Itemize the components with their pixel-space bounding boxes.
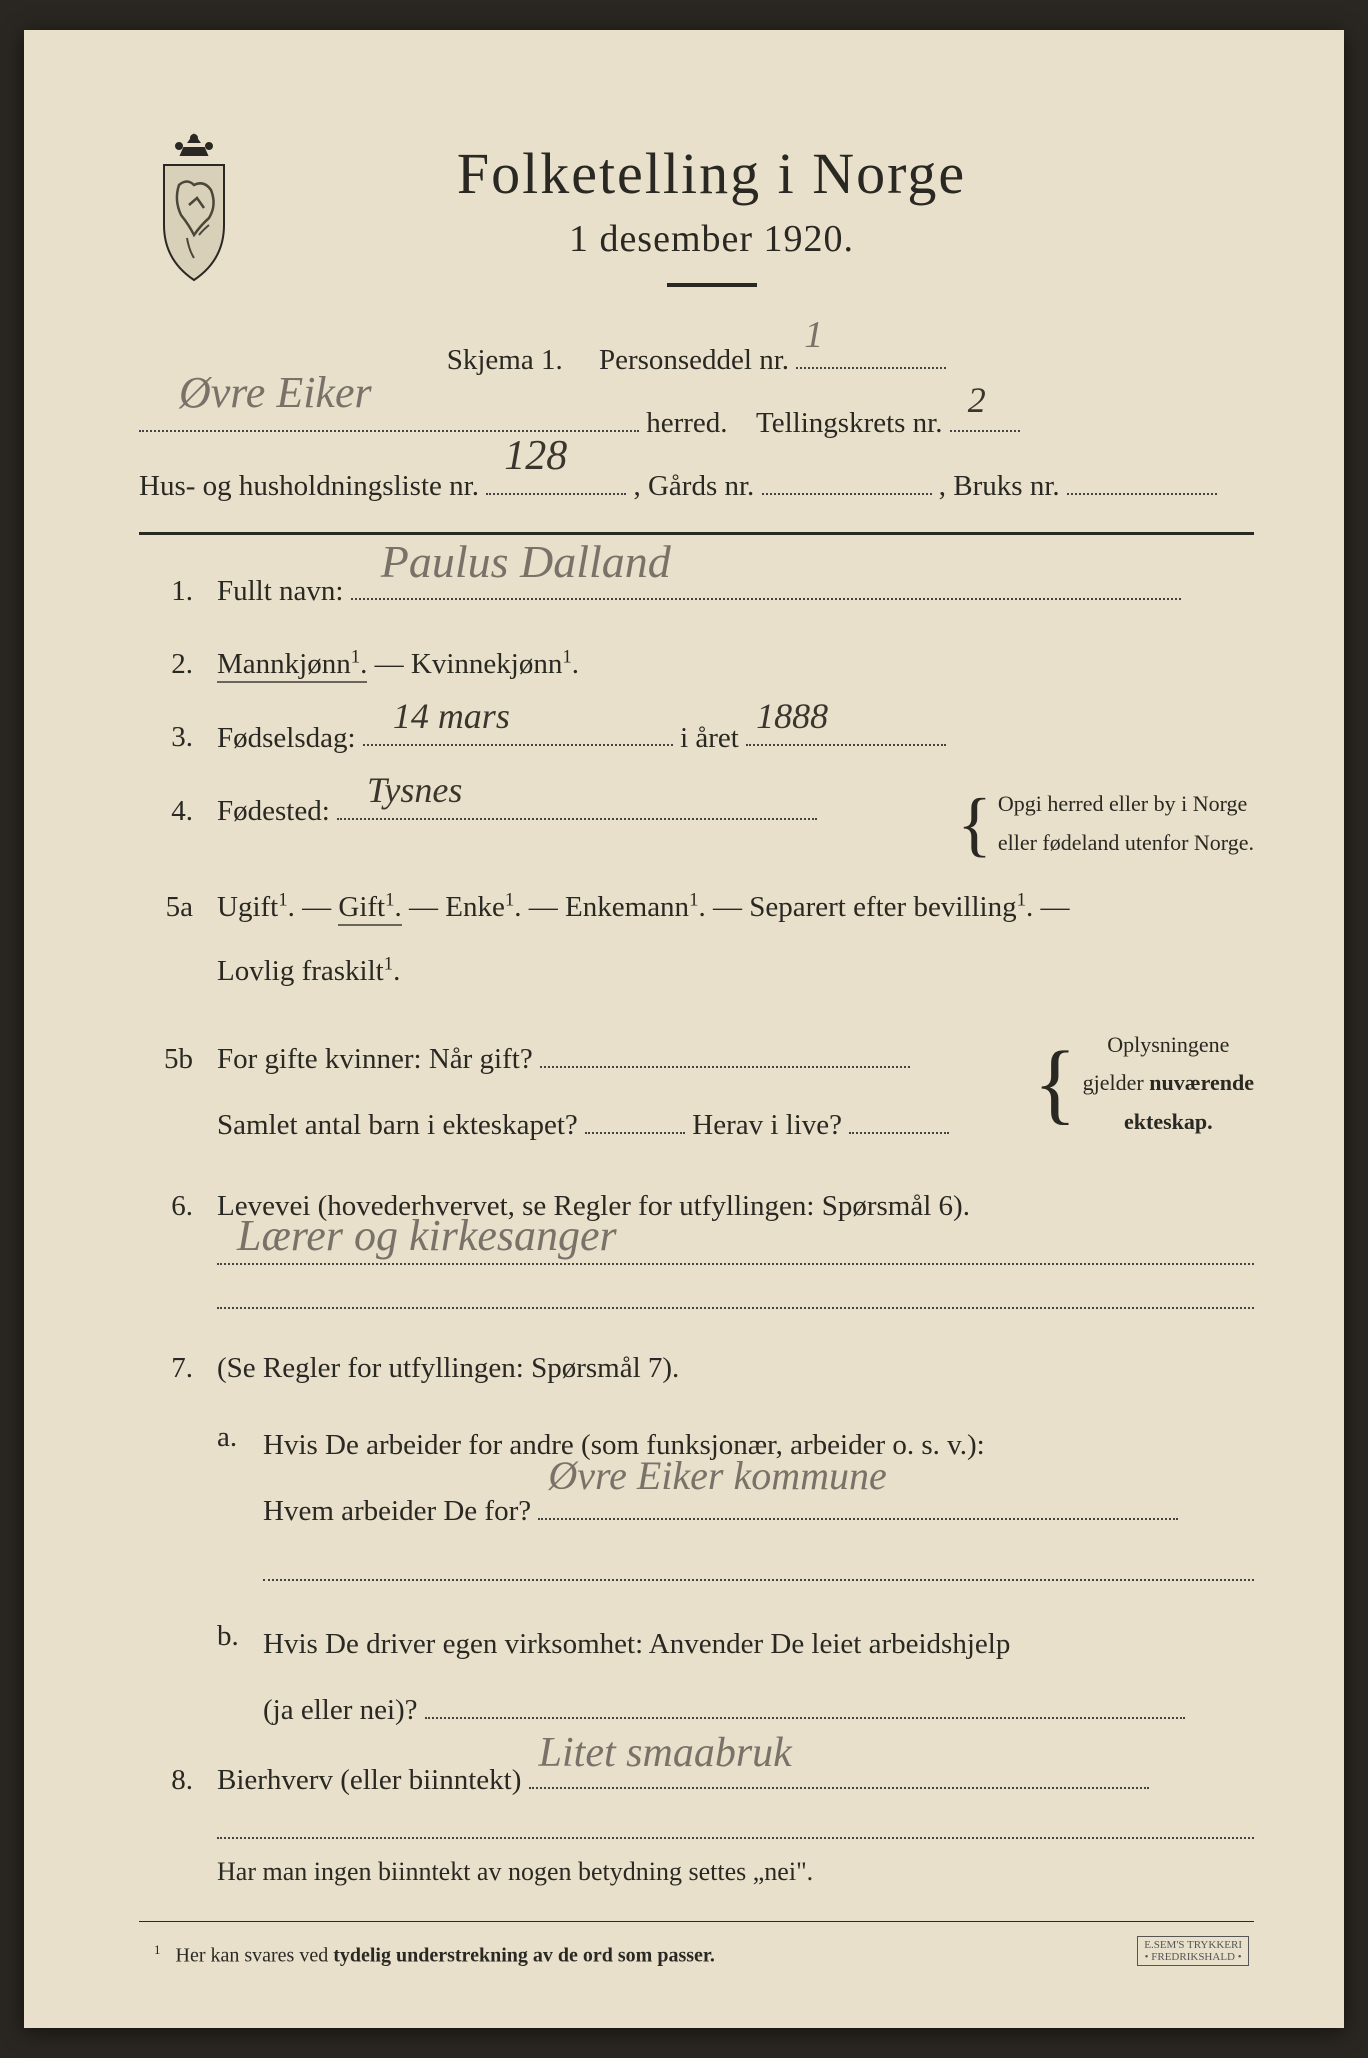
tellingskrets-value: 2 [968, 366, 986, 434]
q4-value: Tysnes [367, 759, 462, 822]
q3-label: Fødselsdag: [217, 721, 356, 753]
q7b-letter: b. [217, 1611, 245, 1744]
divider-bottom [139, 1921, 1254, 1922]
q8-row: 8. Bierhverv (eller biinntekt) Litet sma… [139, 1754, 1254, 1806]
q4-label: Fødested: [217, 795, 330, 827]
q1-label: Fullt navn: [217, 575, 343, 607]
census-form-page: Folketelling i Norge 1 desember 1920. Sk… [24, 30, 1344, 2028]
title-divider [667, 283, 757, 287]
husliste-line: Hus- og husholdningsliste nr. 128 , Gård… [139, 459, 1254, 514]
main-title: Folketelling i Norge [279, 140, 1144, 207]
q8-label: Bierhverv (eller biinntekt) [217, 1764, 521, 1796]
q5a-enke: Enke1. [445, 891, 521, 923]
q5a-enkemann: Enkemann1. [565, 891, 706, 923]
q5a-gift: Gift1. [338, 891, 401, 926]
q2-kvinne: Kvinnekjønn1. [411, 648, 579, 680]
header-row: Folketelling i Norge 1 desember 1920. [139, 140, 1254, 315]
husliste-value: 128 [504, 417, 567, 497]
q7-num: 7. [139, 1343, 193, 1394]
husliste-label: Hus- og husholdningsliste nr. [139, 470, 479, 502]
bruks-label: , Bruks nr. [939, 470, 1060, 502]
herred-label: herred. [646, 407, 727, 439]
q5b-note-l3: ekteskap. [1083, 1103, 1254, 1142]
q7b-l1: Hvis De driver egen virksomhet: Anvender… [263, 1628, 1010, 1660]
q5b-num: 5b [139, 1034, 193, 1085]
personseddel-label: Personseddel nr. [599, 344, 789, 376]
q5b-l1: For gifte kvinner: Når gift? [217, 1043, 533, 1075]
q6-blank-line [217, 1283, 1254, 1309]
q6-value-line: Lærer og kirkesanger [217, 1240, 1254, 1266]
personseddel-value: 1 [804, 299, 823, 371]
q2-sep: — [375, 648, 411, 680]
q7b-l2: (ja eller nei)? [263, 1694, 418, 1726]
divider-top [139, 532, 1254, 535]
q4-note: { Opgi herred eller by i Norge eller fød… [957, 785, 1254, 862]
q5b-note-l2: gjelder gjelder nuværendenuværende [1083, 1064, 1254, 1103]
q8-blank-line [217, 1814, 1254, 1840]
q6-value: Lærer og kirkesanger [237, 1210, 617, 1261]
q5b-note-l1: Oplysningene [1083, 1026, 1254, 1065]
q3-row: 3. Fødselsdag: 14 mars i året 1888 [139, 712, 1254, 764]
q8-value: Litet smaabruk [539, 1717, 792, 1791]
q7a-blank-line [263, 1555, 1254, 1581]
tellingskrets-label: Tellingskrets nr. [756, 407, 942, 439]
q3-mid: i året [680, 721, 739, 753]
q3-year: 1888 [756, 685, 828, 748]
q1-value: Paulus Dalland [381, 522, 671, 603]
q7-row: 7. (Se Regler for utfyllingen: Spørsmål … [139, 1343, 1254, 1394]
q6-num: 6. [139, 1181, 193, 1232]
q5a-separert: Separert efter bevilling1. [749, 891, 1033, 923]
q5b-note: { Oplysningene gjelder gjelder nuværende… [1033, 1026, 1254, 1142]
q7a-value: Øvre Eiker kommune [548, 1430, 886, 1522]
q5b-l2a: Samlet antal barn i ekteskapet? [217, 1109, 578, 1141]
q7-label: (Se Regler for utfyllingen: Spørsmål 7). [217, 1352, 679, 1384]
gards-label: , Gårds nr. [633, 470, 754, 502]
q1-row: 1. Fullt navn: Paulus Dalland [139, 565, 1254, 617]
q7a-l2: Hvem arbeider De for? [263, 1495, 531, 1527]
q3-num: 3. [139, 712, 193, 763]
q3-day: 14 mars [393, 685, 510, 748]
q5a-row: 5a Ugift1. — Gift1. — Enke1. — Enkemann1… [139, 876, 1254, 1004]
q4-note-l1: Opgi herred eller by i Norge [998, 785, 1254, 824]
q1-num: 1. [139, 566, 193, 617]
title-block: Folketelling i Norge 1 desember 1920. [279, 140, 1254, 315]
q5a-fraskilt: Lovlig fraskilt1. [217, 955, 400, 987]
q8-hint: Har man ingen biinntekt av nogen betydni… [217, 1857, 1254, 1887]
footnote: 1 Her kan svares ved tydelig understrekn… [139, 1942, 1254, 1968]
stamp-l1: E.SEM'S TRYKKERI [1144, 1939, 1242, 1951]
schema-label: Skjema 1. [447, 344, 563, 376]
q5b-l2b: Herav i live? [692, 1109, 842, 1141]
q2-num: 2. [139, 639, 193, 690]
subtitle: 1 desember 1920. [279, 217, 1144, 261]
stamp-l2: • FREDRIKSHALD • [1144, 1951, 1242, 1963]
q5b-row: 5b For gifte kvinner: Når gift? Samlet a… [139, 1026, 1254, 1159]
q4-note-l2: eller fødeland utenfor Norge. [998, 824, 1254, 863]
q4-num: 4. [139, 786, 193, 837]
coat-of-arms-icon [139, 130, 249, 290]
q5a-ugift: Ugift1. [217, 891, 295, 923]
printer-stamp: E.SEM'S TRYKKERI • FREDRIKSHALD • [1137, 1936, 1249, 1966]
q2-mann: Mannkjønn1. [217, 648, 367, 683]
q2-row: 2. Mannkjønn1. — Kvinnekjønn1. [139, 639, 1254, 690]
q7a-block: a. Hvis De arbeider for andre (som funks… [217, 1412, 1254, 1744]
herred-line: Øvre Eiker herred. Tellingskrets nr. 2 [139, 396, 1254, 451]
q4-row: 4. Fødested: Tysnes { Opgi herred eller … [139, 785, 1254, 862]
herred-value: Øvre Eiker [179, 351, 372, 435]
q8-num: 8. [139, 1755, 193, 1806]
q5a-num: 5a [139, 882, 193, 933]
q7a-letter: a. [217, 1412, 245, 1545]
